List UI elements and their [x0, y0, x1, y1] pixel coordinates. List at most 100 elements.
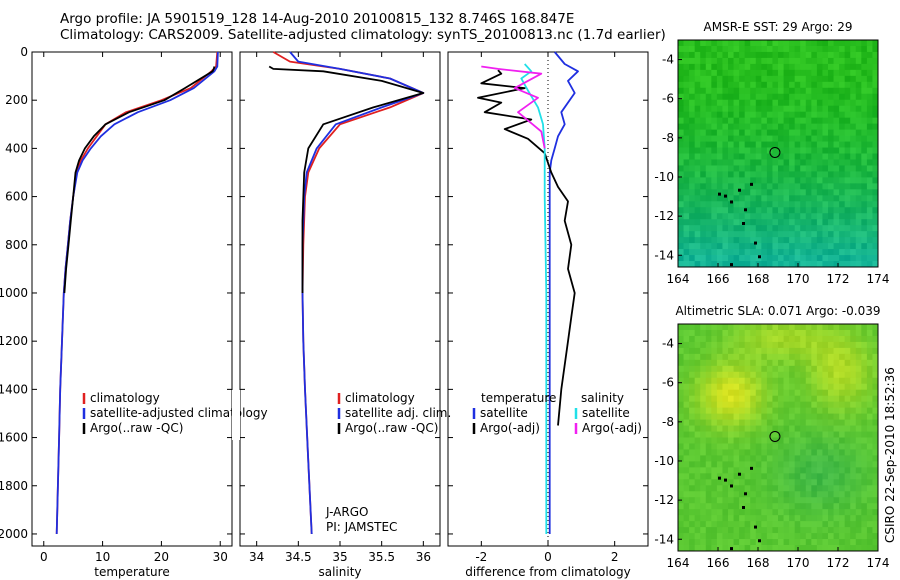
sst-map-cell: [816, 159, 823, 166]
sla-map-cell: [816, 509, 823, 516]
sla-map-cell: [705, 389, 712, 397]
sla-map-cell: [750, 407, 757, 414]
sst-map-cell: [828, 231, 834, 238]
sst-map-cell: [850, 99, 857, 107]
sla-map-cell: [794, 479, 801, 486]
sst-map-cell: [866, 75, 873, 83]
sst-map-cell: [866, 81, 873, 89]
sst-map-cell: [811, 171, 818, 178]
sst-map-cell: [772, 153, 779, 160]
sla-map-cell: [811, 389, 818, 397]
sst-map-cell: [683, 261, 690, 268]
sla-map-cell: [844, 371, 851, 379]
sla-map-cell: [805, 377, 812, 385]
sla-map-cell: [689, 455, 696, 462]
sla-map-cell: [816, 401, 823, 409]
sla-map-cell: [694, 371, 701, 379]
sla-map-cell: [772, 335, 779, 343]
sla-map-cell: [700, 515, 707, 522]
sst-map-cell: [694, 141, 701, 148]
sla-map-cell: [711, 515, 718, 522]
sst-map-cell: [811, 207, 818, 214]
sst-map-cell: [828, 111, 834, 119]
sst-map-cell: [872, 51, 879, 59]
sla-map-cell: [828, 341, 834, 349]
sst-map-cell: [783, 51, 790, 59]
sla-map-cell: [828, 324, 834, 331]
sla-map-cell: [861, 329, 868, 337]
sla-map-cell: [811, 461, 818, 468]
sst-map-cell: [705, 177, 712, 184]
sla-map-cell: [772, 353, 779, 361]
sla-map-cell: [694, 437, 701, 444]
sla-map-cell: [694, 329, 701, 337]
sla-map-cell: [739, 341, 746, 349]
sst-map-cell: [678, 111, 684, 119]
sst-map-cell: [761, 243, 768, 250]
sla-map-cell: [805, 533, 812, 540]
sla-map-cell: [794, 473, 801, 480]
sla-map-cell: [766, 533, 773, 540]
sla-map-cell: [850, 383, 857, 391]
sst-map-cell: [778, 63, 784, 71]
sla-map-cell: [744, 521, 751, 528]
sla-map-cell: [866, 395, 873, 403]
sst-map-cell: [778, 99, 784, 107]
sst-map-cell: [694, 45, 701, 53]
sla-map-cell: [850, 479, 857, 486]
sla-map-cell: [694, 497, 701, 504]
sst-map-cell: [739, 129, 746, 136]
sla-map-cell: [761, 443, 768, 450]
sst-map-cell: [833, 81, 840, 89]
sla-map-cell: [816, 467, 823, 474]
sst-map-cell: [739, 93, 746, 101]
sla-map-cell: [794, 359, 801, 367]
sst-map-cell: [844, 207, 851, 214]
sst-map-cell: [811, 63, 818, 71]
sla-map-cell: [761, 365, 768, 373]
sla-map-cell: [766, 359, 773, 367]
sst-map-cell: [744, 213, 751, 220]
sst-map-cell: [861, 69, 868, 77]
sla-map-cell: [711, 335, 718, 343]
sla-map-cell: [772, 347, 779, 355]
sla-map-cell: [855, 479, 862, 486]
sla-map-cell: [855, 527, 862, 534]
sla-map-cell: [794, 485, 801, 492]
sst-map-cell: [783, 81, 790, 89]
sla-map-cell: [855, 347, 862, 355]
sla-map-cell: [800, 407, 807, 414]
sla-map-cell: [789, 371, 796, 379]
sla-map-cell: [694, 461, 701, 468]
sst-map-cell: [816, 243, 823, 250]
sst-map-cell: [761, 153, 768, 160]
sst-map-cell: [728, 105, 734, 113]
difference-series-temperature-argo-adj-: [477, 69, 576, 426]
sla-map-cell: [800, 425, 807, 432]
sla-map-cell: [794, 515, 801, 522]
sla-map-cell: [805, 473, 812, 480]
sla-map-cell: [816, 419, 823, 426]
sst-map-cell: [789, 255, 796, 262]
sla-map-cell: [794, 347, 801, 355]
sla-map-cell: [761, 341, 768, 349]
sst-map-cell: [811, 111, 818, 119]
sst-map-cell: [705, 129, 712, 136]
sst-map-cell: [844, 153, 851, 160]
sla-map-cell: [744, 461, 751, 468]
temperature-xlabel: temperature: [94, 565, 169, 579]
sst-map-cell: [694, 147, 701, 154]
sal-legend-satellite-label: satellite adj. clim.: [345, 406, 451, 420]
sla-map-cell: [789, 431, 796, 438]
sst-map-cell: [872, 237, 879, 244]
sst-map-cell: [794, 183, 801, 190]
sst-map-cell: [866, 141, 873, 148]
sst-map-cell: [739, 249, 746, 256]
sst-map-cell: [705, 237, 712, 244]
sst-map-cell: [678, 63, 684, 71]
sla-map-cell: [844, 353, 851, 361]
sla-map-cell: [816, 407, 823, 414]
sla-map-cell: [733, 479, 740, 486]
sst-map-cell: [716, 231, 723, 238]
sst-map-cell: [833, 111, 840, 119]
